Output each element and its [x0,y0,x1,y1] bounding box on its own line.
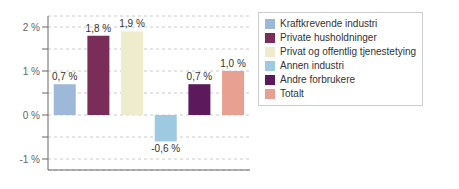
svg-text:1,8 %: 1,8 % [86,23,112,34]
svg-text:0 %: 0 % [23,110,40,121]
html-text:Andre forbrukere: Andre forbrukere [280,74,355,85]
html-text:Kraftkrevende industri: Kraftkrevende industri [280,18,378,29]
svg-text:0,7 %: 0,7 % [52,71,78,82]
svg-text:1,0 %: 1,0 % [220,58,246,69]
html-text:Private husholdninger: Private husholdninger [280,32,377,43]
svg-text:-1 %: -1 % [19,154,40,165]
html-text:Annen industri: Annen industri [280,60,344,71]
svg-text:-0,6 %: -0,6 % [151,143,180,154]
svg-text:2 %: 2 % [23,22,40,33]
svg-text:1 %: 1 % [23,66,40,77]
html-text:Privat og offentlig tjenestety: Privat og offentlig tjenestetying [280,46,416,57]
html-text:Totalt: Totalt [280,88,304,99]
svg-text:0,7 %: 0,7 % [187,71,213,82]
svg-text:1,9 %: 1,9 % [119,18,145,29]
